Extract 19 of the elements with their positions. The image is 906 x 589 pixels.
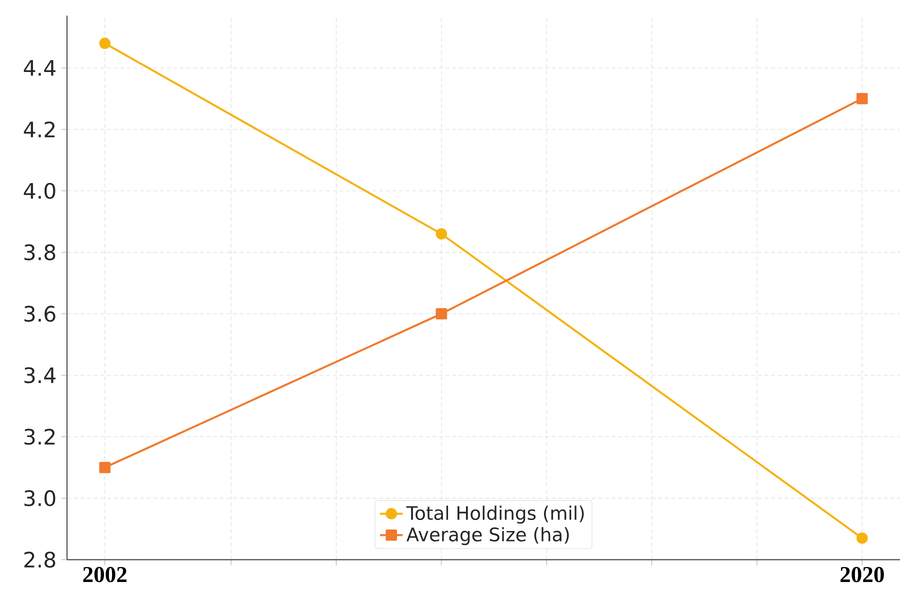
y-tick-label: 2.8 xyxy=(24,552,56,568)
point xyxy=(856,92,868,104)
y-tick-label: 4.2 xyxy=(24,121,55,138)
point xyxy=(99,462,111,474)
point xyxy=(436,228,448,240)
y-tick-label: 3.8 xyxy=(24,244,56,260)
y-tick-label: 3.0 xyxy=(24,490,56,506)
legend-label: Average Size (ha) xyxy=(406,527,569,546)
legend-label: Total Holdings (mil) xyxy=(406,506,584,524)
x-tick-label: 2020 xyxy=(840,566,884,582)
point xyxy=(436,308,448,320)
point xyxy=(99,38,111,49)
y-tick-label: 3.2 xyxy=(24,428,55,445)
x-tick-label: 2002 xyxy=(83,566,126,582)
point xyxy=(856,532,868,544)
y-tick-label: 4.0 xyxy=(24,182,56,199)
y-tick-label: 3.6 xyxy=(24,306,56,322)
y-tick-label: 3.4 xyxy=(24,367,56,384)
y-tick-label: 4.4 xyxy=(24,60,56,76)
